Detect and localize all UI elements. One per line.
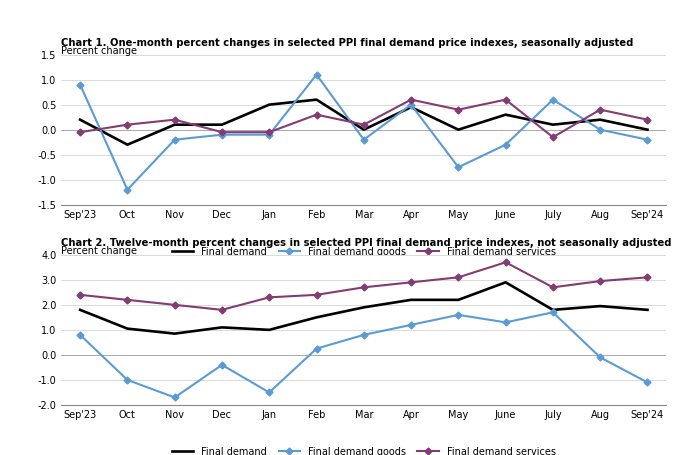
Final demand goods [76,332,84,338]
Final demand [360,305,368,310]
Final demand services [76,129,84,135]
Final demand [407,297,415,303]
Line: Final demand services: Final demand services [78,260,650,312]
Final demand [123,326,131,331]
Final demand [218,325,226,330]
Final demand goods [218,132,226,137]
Text: Percent change: Percent change [61,46,137,56]
Line: Final demand goods: Final demand goods [78,72,650,192]
Final demand goods [643,379,651,385]
Legend: Final demand, Final demand goods, Final demand services: Final demand, Final demand goods, Final … [168,443,560,455]
Final demand goods [596,127,605,132]
Final demand services [643,117,651,122]
Final demand [643,127,651,132]
Final demand goods [407,322,415,328]
Final demand services [312,292,320,298]
Final demand services [312,112,320,117]
Final demand [123,142,131,147]
Final demand services [171,117,179,122]
Final demand services [407,97,415,102]
Final demand goods [454,312,462,318]
Final demand services [454,107,462,112]
Final demand [454,297,462,303]
Legend: Final demand, Final demand goods, Final demand services: Final demand, Final demand goods, Final … [168,243,560,260]
Final demand services [596,107,605,112]
Final demand [76,307,84,313]
Final demand [312,97,320,102]
Final demand [171,331,179,336]
Line: Final demand: Final demand [80,100,647,145]
Final demand [596,117,605,122]
Final demand goods [265,389,273,395]
Final demand goods [218,362,226,368]
Final demand services [502,97,510,102]
Final demand services [123,122,131,127]
Final demand [502,279,510,285]
Final demand [549,307,557,313]
Final demand goods [549,97,557,102]
Line: Final demand: Final demand [80,282,647,334]
Final demand [265,327,273,333]
Final demand goods [171,394,179,400]
Final demand goods [265,132,273,137]
Final demand services [596,278,605,284]
Final demand [407,104,415,110]
Final demand goods [360,137,368,142]
Final demand [549,122,557,127]
Final demand [76,117,84,122]
Final demand goods [360,332,368,338]
Final demand services [360,285,368,290]
Final demand services [218,129,226,135]
Final demand goods [171,137,179,142]
Final demand services [407,279,415,285]
Final demand goods [596,355,605,360]
Final demand [643,307,651,313]
Final demand services [123,297,131,303]
Final demand goods [454,164,462,170]
Text: Chart 1. One-month percent changes in selected PPI final demand price indexes, s: Chart 1. One-month percent changes in se… [61,38,634,48]
Text: Percent change: Percent change [61,246,137,256]
Final demand goods [407,102,415,107]
Line: Final demand goods: Final demand goods [78,310,650,400]
Text: Chart 2. Twelve-month percent changes in selected PPI final demand price indexes: Chart 2. Twelve-month percent changes in… [61,238,672,248]
Final demand goods [502,319,510,325]
Final demand goods [312,346,320,351]
Final demand services [643,275,651,280]
Final demand goods [549,310,557,315]
Line: Final demand services: Final demand services [78,97,650,140]
Final demand services [549,134,557,140]
Final demand services [454,275,462,280]
Final demand services [171,302,179,308]
Final demand services [218,307,226,313]
Final demand goods [76,82,84,87]
Final demand services [502,259,510,265]
Final demand [265,102,273,107]
Final demand services [360,122,368,127]
Final demand goods [502,142,510,147]
Final demand goods [123,187,131,192]
Final demand goods [312,72,320,77]
Final demand [596,303,605,309]
Final demand [454,127,462,132]
Final demand services [549,285,557,290]
Final demand goods [643,137,651,142]
Final demand [360,127,368,132]
Final demand [312,315,320,320]
Final demand services [76,292,84,298]
Final demand [218,122,226,127]
Final demand services [265,129,273,135]
Final demand goods [123,377,131,383]
Final demand [502,112,510,117]
Final demand [171,122,179,127]
Final demand services [265,295,273,300]
